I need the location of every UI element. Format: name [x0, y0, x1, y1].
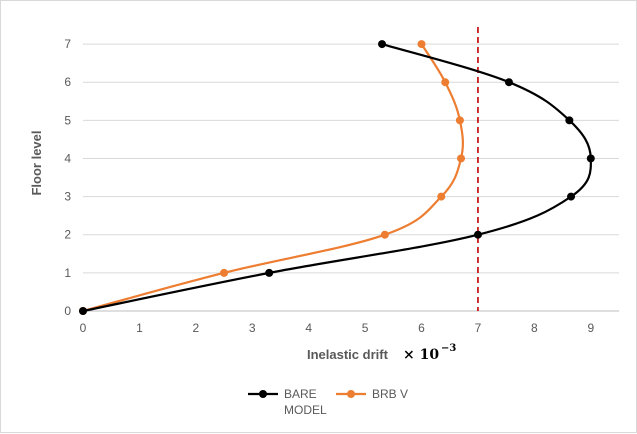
- data-point-bare-model: [473, 230, 482, 239]
- x-axis-title: Inelastic drift: [307, 347, 389, 362]
- x-tick-label: 3: [249, 321, 256, 335]
- series-bare-model: [79, 40, 595, 315]
- x-axis-unit: × 10: [403, 347, 439, 363]
- y-tick-label: 3: [64, 190, 71, 204]
- y-tick-label: 1: [64, 266, 71, 280]
- x-tick-label: 6: [418, 321, 425, 335]
- data-point-brb-v: [457, 154, 466, 163]
- y-tick-label: 7: [64, 37, 71, 51]
- x-tick-label: 7: [475, 321, 482, 335]
- data-point-bare-model: [504, 78, 513, 87]
- axes: 0 1 2 3 4 5 6 7 0 1 2 3 4 5 6 7 8 9: [64, 37, 619, 335]
- data-point-bare-model: [79, 307, 87, 315]
- y-axis-title: Floor level: [29, 130, 44, 195]
- x-axis-title-group: Inelastic drift × 10 −3: [307, 343, 456, 363]
- legend-swatch-marker: [347, 390, 355, 398]
- x-axis-unit-exponent: −3: [441, 343, 456, 354]
- x-tick-label: 4: [305, 321, 312, 335]
- legend-label: BRB V: [372, 387, 408, 401]
- data-point-bare-model: [586, 154, 595, 163]
- legend-item-bare-model: BARE MODEL: [248, 387, 327, 417]
- data-point-brb-v: [441, 78, 450, 87]
- y-tick-label: 2: [64, 228, 71, 242]
- data-point-bare-model: [567, 192, 576, 201]
- x-tick-label: 5: [362, 321, 369, 335]
- y-tick-label: 6: [64, 75, 71, 89]
- data-point-brb-v: [437, 192, 446, 201]
- legend-label: BARE: [284, 387, 317, 401]
- legend-label: MODEL: [284, 403, 327, 417]
- legend-swatch-marker: [259, 390, 267, 398]
- x-tick-label: 2: [192, 321, 199, 335]
- series-line-bare-model: [82, 43, 592, 313]
- x-tick-label: 1: [136, 321, 143, 335]
- grid: [83, 43, 619, 274]
- x-tick-label: 0: [80, 321, 87, 335]
- data-point-bare-model: [265, 268, 274, 277]
- legend: BARE MODEL BRB V: [248, 387, 408, 417]
- data-point-bare-model: [378, 40, 387, 49]
- series: [79, 40, 595, 315]
- data-point-brb-v: [417, 40, 426, 49]
- y-tick-label: 5: [64, 113, 71, 127]
- x-tick-label: 8: [531, 321, 538, 335]
- series-line-brb-v: [82, 43, 464, 313]
- y-tick-label: 0: [64, 304, 71, 318]
- y-tick-label: 4: [64, 151, 71, 165]
- x-tick-label: 9: [587, 321, 594, 335]
- data-point-brb-v: [455, 116, 464, 125]
- data-point-brb-v: [380, 230, 389, 239]
- data-point-bare-model: [565, 116, 574, 125]
- data-point-brb-v: [220, 268, 229, 277]
- legend-item-brb-v: BRB V: [336, 387, 408, 401]
